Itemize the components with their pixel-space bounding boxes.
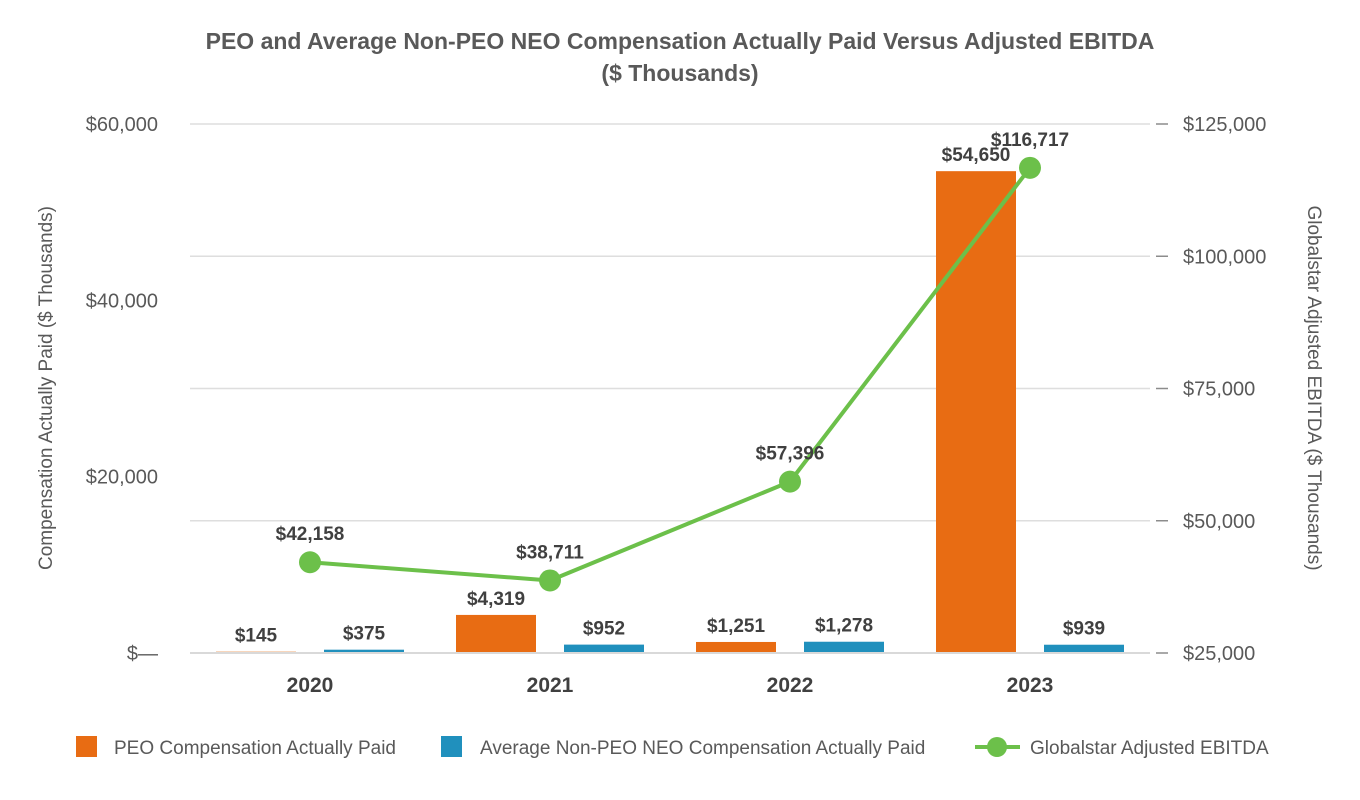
right-tick-label: $100,000 — [1183, 246, 1266, 268]
ebitda-point — [299, 551, 321, 574]
label-ebitda: $116,717 — [991, 130, 1069, 151]
bar-non-peo — [324, 649, 404, 653]
label-ebitda: $38,711 — [516, 542, 584, 563]
legend-swatch-peo — [76, 736, 97, 757]
chart-title: PEO and Average Non-PEO NEO Compensation… — [206, 28, 1155, 54]
right-tick-label: $25,000 — [1183, 643, 1255, 665]
x-tick-label: 2023 — [1007, 674, 1054, 697]
right-tick-label: $50,000 — [1183, 511, 1255, 533]
ebitda-point — [779, 470, 801, 493]
label-non-peo: $375 — [343, 624, 386, 645]
legend-marker-ebitda — [987, 737, 1007, 757]
legend-label-ebitda: Globalstar Adjusted EBITDA — [1030, 738, 1269, 759]
x-tick-label: 2020 — [287, 674, 334, 697]
left-axis-title: Compensation Actually Paid ($ Thousands) — [36, 206, 57, 570]
label-ebitda: $57,396 — [756, 444, 825, 465]
left-tick-label: $20,000 — [86, 467, 158, 489]
legend-label-peo: PEO Compensation Actually Paid — [114, 738, 396, 759]
left-tick-label: $40,000 — [86, 290, 158, 312]
x-axis-ticks: 2020 2021 2022 2023 — [287, 674, 1054, 697]
left-tick-label: $— — [127, 643, 158, 665]
bar-peo — [456, 614, 536, 653]
left-axis-ticks: $— $20,000 $40,000 $60,000 — [86, 114, 158, 665]
bar-non-peo — [804, 641, 884, 653]
x-tick-label: 2021 — [527, 674, 574, 697]
ebitda-line — [309, 166, 1032, 583]
right-axis-title: Globalstar Adjusted EBITDA ($ Thousands) — [1303, 205, 1324, 570]
legend-swatch-non-peo — [441, 736, 462, 757]
bar-non-peo — [1044, 644, 1124, 653]
label-non-peo: $1,278 — [815, 616, 873, 637]
legend-label-non-peo: Average Non-PEO NEO Compensation Actuall… — [480, 738, 925, 759]
legend: PEO Compensation Actually Paid Average N… — [76, 736, 1269, 759]
right-tick-label: $75,000 — [1183, 379, 1255, 401]
x-tick-label: 2022 — [767, 674, 814, 697]
label-non-peo: $952 — [583, 619, 625, 640]
ebitda-line-series — [299, 156, 1041, 592]
bar-non-peo — [564, 644, 644, 653]
right-axis-ticks: $25,000 $50,000 $75,000 $100,000 $125,000 — [1156, 114, 1266, 665]
left-tick-label: $60,000 — [86, 114, 158, 136]
right-tick-label: $125,000 — [1183, 114, 1266, 136]
chart-subtitle: ($ Thousands) — [601, 60, 758, 86]
label-peo: $54,650 — [942, 145, 1011, 166]
label-peo: $1,251 — [707, 616, 766, 637]
label-peo: $4,319 — [467, 589, 525, 610]
ebitda-point — [1019, 156, 1041, 179]
bar-peo — [936, 171, 1016, 653]
label-peo: $145 — [235, 626, 278, 647]
label-non-peo: $939 — [1063, 619, 1105, 640]
label-ebitda: $42,158 — [276, 524, 345, 545]
ebitda-point — [539, 569, 561, 592]
data-labels: $145 $375 $4,319 $952 $1,251 $1,278 $54,650 $93… — [235, 130, 1105, 647]
bars — [216, 171, 1124, 653]
bar-peo — [696, 641, 776, 653]
